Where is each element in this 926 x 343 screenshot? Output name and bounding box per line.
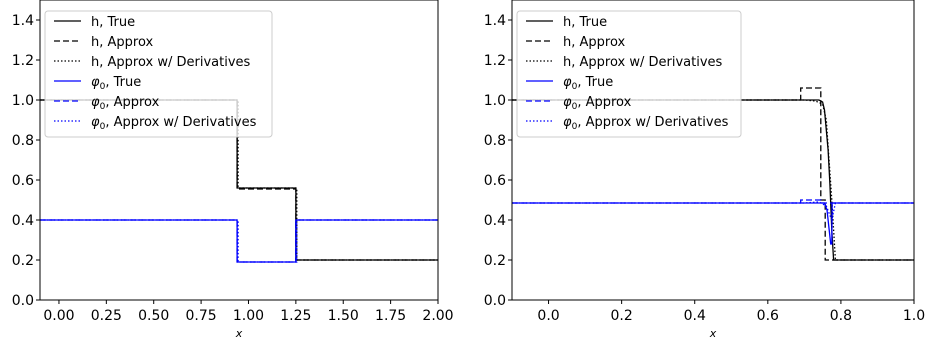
x-tick-label: 0.0 [537, 308, 559, 324]
x-tick-label: 1.25 [280, 308, 311, 324]
y-tick-label: 0.8 [12, 133, 34, 149]
x-tick-label: 1.50 [328, 308, 359, 324]
legend: h, True h, Approx h, Approx w/ Derivatives… [44, 10, 273, 138]
legend-label: φ0, True [91, 75, 141, 92]
x-tick-label: 0.75 [186, 308, 217, 324]
series-line-4 [512, 202, 914, 245]
y-tick-label: 1.4 [12, 13, 34, 29]
y-tick-label: 0.8 [484, 133, 506, 149]
y-tick-label: 0.2 [12, 253, 34, 269]
x-tick-label: 0.6 [757, 308, 779, 324]
x-tick-label: 1.0 [903, 308, 925, 324]
series-line-6 [512, 201, 914, 223]
legend-label: h, Approx w/ Derivatives [91, 55, 251, 70]
series-line-5 [40, 219, 438, 263]
legend-label: φ0, Approx [563, 95, 632, 112]
y-tick-label: 1.4 [484, 13, 506, 29]
series-line-4 [40, 219, 438, 263]
x-tick-label: 0.4 [684, 308, 706, 324]
y-tick-label: 1.0 [12, 93, 34, 109]
legend-label: h, Approx [563, 35, 626, 50]
y-tick-label: 0.2 [484, 253, 506, 269]
x-tick-label: 0.2 [611, 308, 633, 324]
legend-label: h, Approx w/ Derivatives [563, 55, 723, 70]
legend-label: h, Approx [91, 35, 154, 50]
x-tick-label: 0.00 [43, 308, 74, 324]
chart-panel-2: 0.0 0.2 0.4 0.6 0.8 1.0 0.0 0.2 0.4 0.6 0.8 1.0 1.2 1… [484, 0, 925, 340]
x-tick-label: 0.25 [91, 308, 122, 324]
legend-label: h, True [91, 15, 135, 30]
legend: h, True h, Approx h, Approx w/ Derivatives… [516, 10, 742, 138]
x-tick-label: 0.8 [830, 308, 852, 324]
legend-label: h, True [563, 15, 607, 30]
y-tick-label: 0.4 [12, 213, 34, 229]
series-line-5 [512, 199, 914, 204]
x-axis-label: x [709, 327, 717, 340]
x-tick-label: 1.00 [233, 308, 264, 324]
y-tick-label: 1.2 [484, 53, 506, 69]
y-tick-label: 0.6 [484, 173, 506, 189]
y-tick-label: 0.4 [484, 213, 506, 229]
x-tick-label: 0.50 [138, 308, 169, 324]
series-line-3 [512, 99, 914, 261]
y-tick-label: 0.0 [484, 293, 506, 309]
legend-box [516, 10, 742, 138]
series-line-6 [40, 219, 438, 263]
plot-frame [511, 0, 915, 301]
legend-label: φ0, Approx w/ Derivatives [563, 115, 729, 132]
x-axis-label: x [235, 327, 243, 340]
x-tick-label: 1.75 [375, 308, 406, 324]
legend-label: φ0, True [563, 75, 613, 92]
y-tick-label: 1.2 [12, 53, 34, 69]
chart-panel-1: 0.00 0.25 0.50 0.75 1.00 1.25 1.50 1.75 2.00 0.0 0… [12, 0, 454, 340]
y-tick-label: 1.0 [484, 93, 506, 109]
x-tick-label: 2.00 [422, 308, 453, 324]
plot-frame [39, 0, 439, 301]
y-tick-label: 0.6 [12, 173, 34, 189]
legend-label: φ0, Approx w/ Derivatives [91, 115, 257, 132]
legend-label: φ0, Approx [91, 95, 160, 112]
y-tick-label: 0.0 [12, 293, 34, 309]
legend-box [44, 10, 273, 138]
